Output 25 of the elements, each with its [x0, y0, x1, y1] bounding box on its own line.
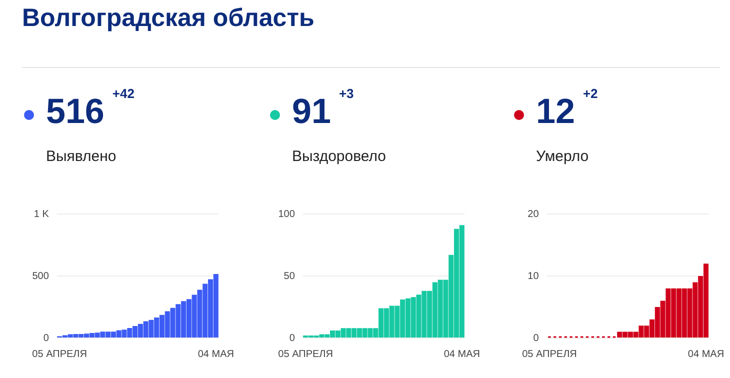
- y-tick-label: 100: [278, 208, 296, 220]
- y-tick-label: 0: [533, 332, 540, 344]
- text: Выздоровело: [292, 148, 386, 165]
- text: Выявлено: [46, 148, 116, 165]
- y-tick-label: 10: [528, 270, 540, 282]
- chart-subtitle: +3: [338, 86, 354, 101]
- chart-subtitle: +42: [112, 86, 134, 101]
- chart-title: 12: [536, 92, 575, 131]
- text: Умерло: [536, 148, 589, 165]
- x-tick-label: 04 МАЯ: [688, 348, 724, 360]
- x-tick-label: 05 АПРЕЛЯ: [32, 348, 87, 360]
- y-tick-label: 0: [43, 332, 50, 344]
- y-tick-label: 1 K: [34, 208, 50, 220]
- x-tick-label: 04 МАЯ: [198, 348, 234, 360]
- x-tick-label: 05 АПРЕЛЯ: [278, 348, 333, 360]
- chart-title: 91: [292, 92, 331, 131]
- chart-subtitle: +2: [582, 86, 598, 101]
- x-tick-label: 05 АПРЕЛЯ: [522, 348, 577, 360]
- y-tick-label: 500: [32, 270, 50, 282]
- y-tick-label: 0: [289, 332, 296, 344]
- x-tick-label: 04 МАЯ: [444, 348, 480, 360]
- text: Волгоградская область: [22, 4, 314, 33]
- y-tick-label: 50: [284, 270, 296, 282]
- y-tick-label: 20: [528, 208, 540, 220]
- chart-title: 516: [46, 92, 104, 131]
